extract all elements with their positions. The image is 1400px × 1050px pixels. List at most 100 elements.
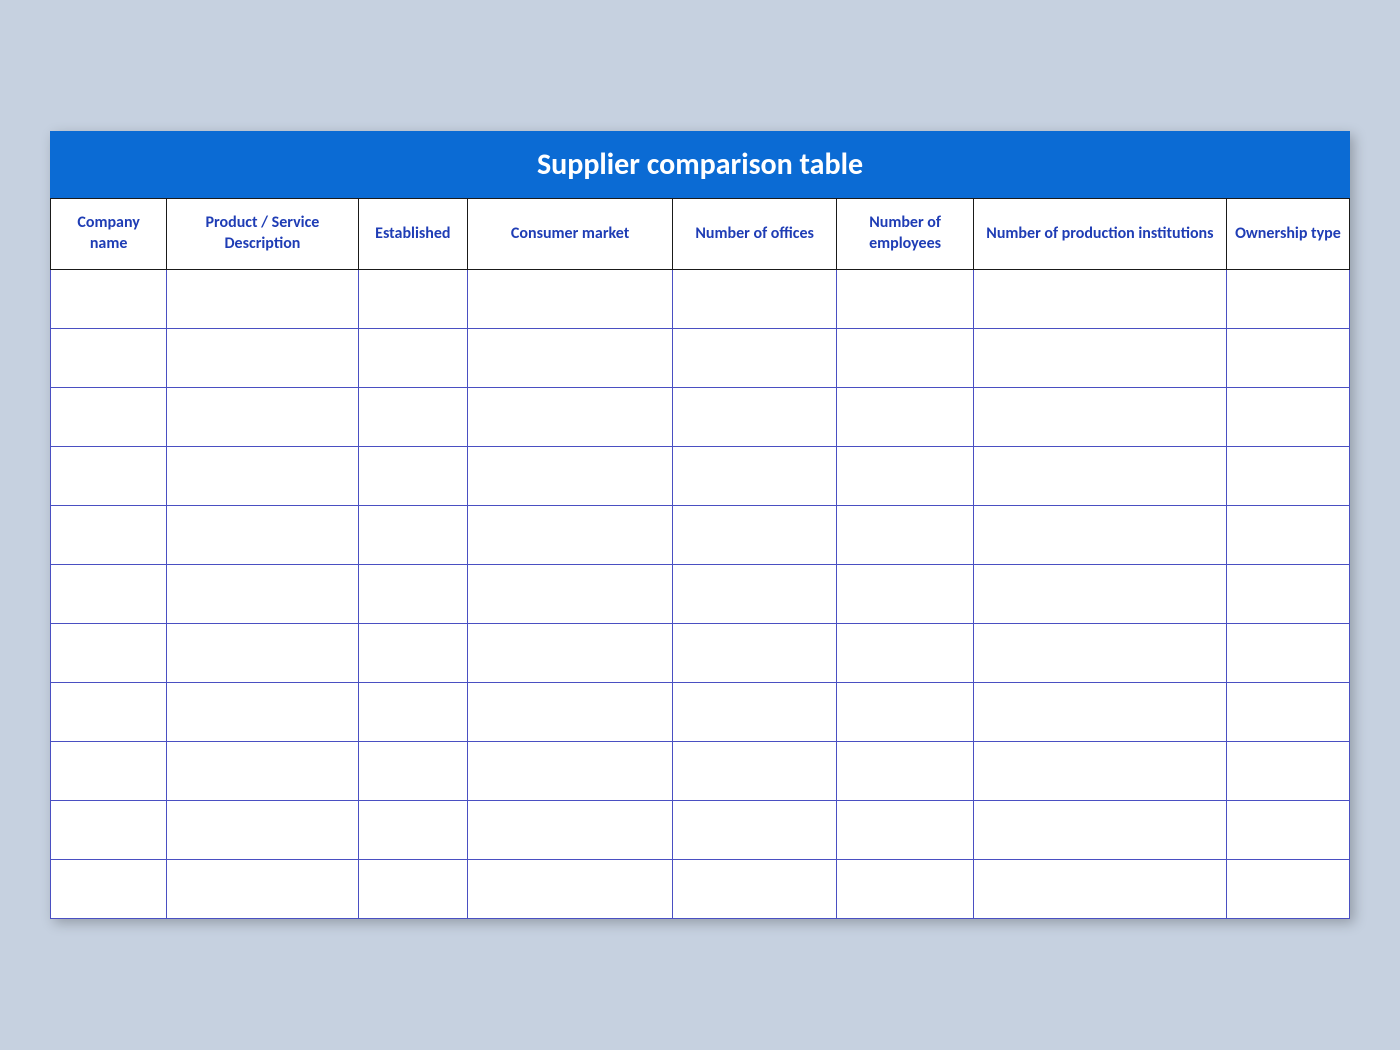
table-row	[51, 741, 1350, 800]
supplier-comparison-table: Supplier comparison table Company name P…	[50, 131, 1350, 919]
cell[interactable]	[358, 682, 467, 741]
cell[interactable]	[673, 269, 837, 328]
cell[interactable]	[973, 564, 1226, 623]
cell[interactable]	[358, 446, 467, 505]
cell[interactable]	[51, 800, 167, 859]
cell[interactable]	[673, 623, 837, 682]
cell[interactable]	[1226, 505, 1349, 564]
cell[interactable]	[973, 800, 1226, 859]
cell[interactable]	[973, 623, 1226, 682]
cell[interactable]	[167, 505, 358, 564]
cell[interactable]	[468, 741, 673, 800]
table-row	[51, 446, 1350, 505]
cell[interactable]	[358, 269, 467, 328]
cell[interactable]	[468, 328, 673, 387]
cell[interactable]	[1226, 387, 1349, 446]
cell[interactable]	[358, 564, 467, 623]
cell[interactable]	[468, 682, 673, 741]
cell[interactable]	[837, 564, 974, 623]
cell[interactable]	[673, 328, 837, 387]
cell[interactable]	[167, 800, 358, 859]
cell[interactable]	[1226, 623, 1349, 682]
cell[interactable]	[468, 387, 673, 446]
cell[interactable]	[51, 387, 167, 446]
table-row	[51, 682, 1350, 741]
cell[interactable]	[1226, 269, 1349, 328]
cell[interactable]	[673, 800, 837, 859]
cell[interactable]	[468, 564, 673, 623]
cell[interactable]	[51, 505, 167, 564]
cell[interactable]	[1226, 859, 1349, 918]
cell[interactable]	[167, 859, 358, 918]
cell[interactable]	[167, 623, 358, 682]
cell[interactable]	[973, 269, 1226, 328]
cell[interactable]	[51, 859, 167, 918]
cell[interactable]	[837, 859, 974, 918]
table-row	[51, 328, 1350, 387]
cell[interactable]	[1226, 564, 1349, 623]
header-ownership-type: Ownership type	[1226, 199, 1349, 270]
cell[interactable]	[51, 446, 167, 505]
cell[interactable]	[51, 269, 167, 328]
cell[interactable]	[358, 859, 467, 918]
cell[interactable]	[837, 328, 974, 387]
cell[interactable]	[468, 859, 673, 918]
cell[interactable]	[973, 387, 1226, 446]
cell[interactable]	[51, 682, 167, 741]
cell[interactable]	[1226, 328, 1349, 387]
cell[interactable]	[673, 387, 837, 446]
cell[interactable]	[468, 505, 673, 564]
cell[interactable]	[837, 741, 974, 800]
cell[interactable]	[468, 800, 673, 859]
cell[interactable]	[673, 446, 837, 505]
cell[interactable]	[1226, 682, 1349, 741]
cell[interactable]	[973, 682, 1226, 741]
table-row	[51, 387, 1350, 446]
cell[interactable]	[358, 800, 467, 859]
cell[interactable]	[358, 387, 467, 446]
header-number-production: Number of production institutions	[973, 199, 1226, 270]
header-company-name: Company name	[51, 199, 167, 270]
cell[interactable]	[167, 564, 358, 623]
cell[interactable]	[358, 741, 467, 800]
cell[interactable]	[51, 328, 167, 387]
cell[interactable]	[167, 328, 358, 387]
cell[interactable]	[973, 741, 1226, 800]
cell[interactable]	[358, 328, 467, 387]
cell[interactable]	[837, 387, 974, 446]
cell[interactable]	[673, 741, 837, 800]
header-product-service: Product / Service Description	[167, 199, 358, 270]
cell[interactable]	[973, 505, 1226, 564]
cell[interactable]	[973, 328, 1226, 387]
cell[interactable]	[1226, 446, 1349, 505]
cell[interactable]	[673, 505, 837, 564]
cell[interactable]	[468, 269, 673, 328]
cell[interactable]	[673, 682, 837, 741]
cell[interactable]	[167, 682, 358, 741]
cell[interactable]	[51, 623, 167, 682]
cell[interactable]	[1226, 800, 1349, 859]
cell[interactable]	[167, 446, 358, 505]
cell[interactable]	[837, 505, 974, 564]
cell[interactable]	[51, 741, 167, 800]
cell[interactable]	[468, 623, 673, 682]
cell[interactable]	[837, 800, 974, 859]
cell[interactable]	[167, 741, 358, 800]
cell[interactable]	[167, 387, 358, 446]
table-row	[51, 505, 1350, 564]
cell[interactable]	[51, 564, 167, 623]
table-row	[51, 269, 1350, 328]
cell[interactable]	[358, 505, 467, 564]
cell[interactable]	[837, 446, 974, 505]
cell[interactable]	[973, 859, 1226, 918]
cell[interactable]	[673, 859, 837, 918]
cell[interactable]	[468, 446, 673, 505]
cell[interactable]	[167, 269, 358, 328]
cell[interactable]	[973, 446, 1226, 505]
cell[interactable]	[358, 623, 467, 682]
cell[interactable]	[673, 564, 837, 623]
cell[interactable]	[837, 269, 974, 328]
cell[interactable]	[837, 623, 974, 682]
cell[interactable]	[837, 682, 974, 741]
cell[interactable]	[1226, 741, 1349, 800]
